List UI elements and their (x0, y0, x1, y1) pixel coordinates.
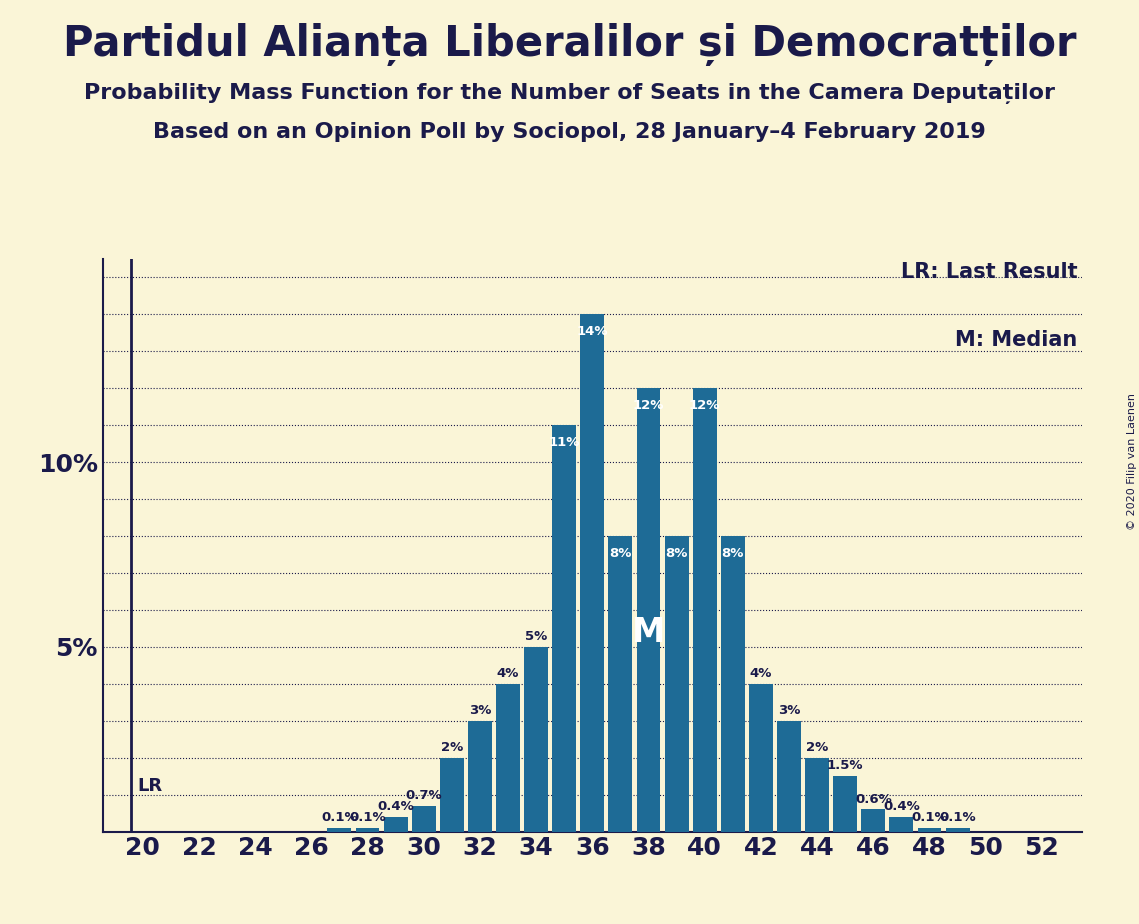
Text: 2%: 2% (441, 741, 462, 754)
Bar (552, 425, 576, 832)
Text: 8%: 8% (609, 547, 631, 560)
Text: 12%: 12% (689, 399, 720, 412)
Bar (945, 828, 969, 832)
Text: 11%: 11% (549, 436, 580, 449)
Text: 2%: 2% (806, 741, 828, 754)
Text: 12%: 12% (633, 399, 664, 412)
Bar (440, 758, 464, 832)
Bar (411, 806, 435, 832)
Text: LR: LR (137, 777, 162, 795)
Text: Probability Mass Function for the Number of Seats in the Camera Deputaților: Probability Mass Function for the Number… (84, 83, 1055, 104)
Text: 0.6%: 0.6% (855, 793, 892, 806)
Text: 1.5%: 1.5% (827, 760, 863, 772)
Bar (805, 758, 829, 832)
Text: 3%: 3% (468, 704, 491, 717)
Bar (355, 828, 379, 832)
Bar (693, 388, 716, 832)
Text: © 2020 Filip van Laenen: © 2020 Filip van Laenen (1126, 394, 1137, 530)
Bar (637, 388, 661, 832)
Bar (524, 647, 548, 832)
Text: 5%: 5% (525, 630, 547, 643)
Bar (749, 684, 773, 832)
Text: M: M (632, 615, 665, 649)
Bar (890, 817, 913, 832)
Text: 0.1%: 0.1% (940, 811, 976, 824)
Bar (665, 536, 688, 832)
Bar (327, 828, 351, 832)
Bar (468, 721, 492, 832)
Text: 8%: 8% (722, 547, 744, 560)
Text: 0.1%: 0.1% (321, 811, 358, 824)
Text: M: Median: M: Median (954, 331, 1077, 350)
Bar (497, 684, 519, 832)
Text: 4%: 4% (497, 667, 519, 680)
Text: Partidul Alianța Liberalilor și Democratților: Partidul Alianța Liberalilor și Democrat… (63, 23, 1076, 67)
Text: 3%: 3% (778, 704, 801, 717)
Text: Based on an Opinion Poll by Sociopol, 28 January–4 February 2019: Based on an Opinion Poll by Sociopol, 28… (153, 122, 986, 142)
Text: 0.7%: 0.7% (405, 789, 442, 802)
Bar (608, 536, 632, 832)
Text: 4%: 4% (749, 667, 772, 680)
Bar (777, 721, 801, 832)
Bar (721, 536, 745, 832)
Bar (834, 776, 858, 832)
Text: 0.1%: 0.1% (911, 811, 948, 824)
Text: 0.4%: 0.4% (377, 800, 413, 813)
Text: 0.4%: 0.4% (883, 800, 920, 813)
Bar (384, 817, 408, 832)
Text: LR: Last Result: LR: Last Result (901, 261, 1077, 282)
Text: 0.1%: 0.1% (350, 811, 386, 824)
Text: 8%: 8% (665, 547, 688, 560)
Bar (581, 314, 604, 832)
Bar (918, 828, 942, 832)
Text: 14%: 14% (576, 325, 608, 338)
Bar (861, 809, 885, 832)
